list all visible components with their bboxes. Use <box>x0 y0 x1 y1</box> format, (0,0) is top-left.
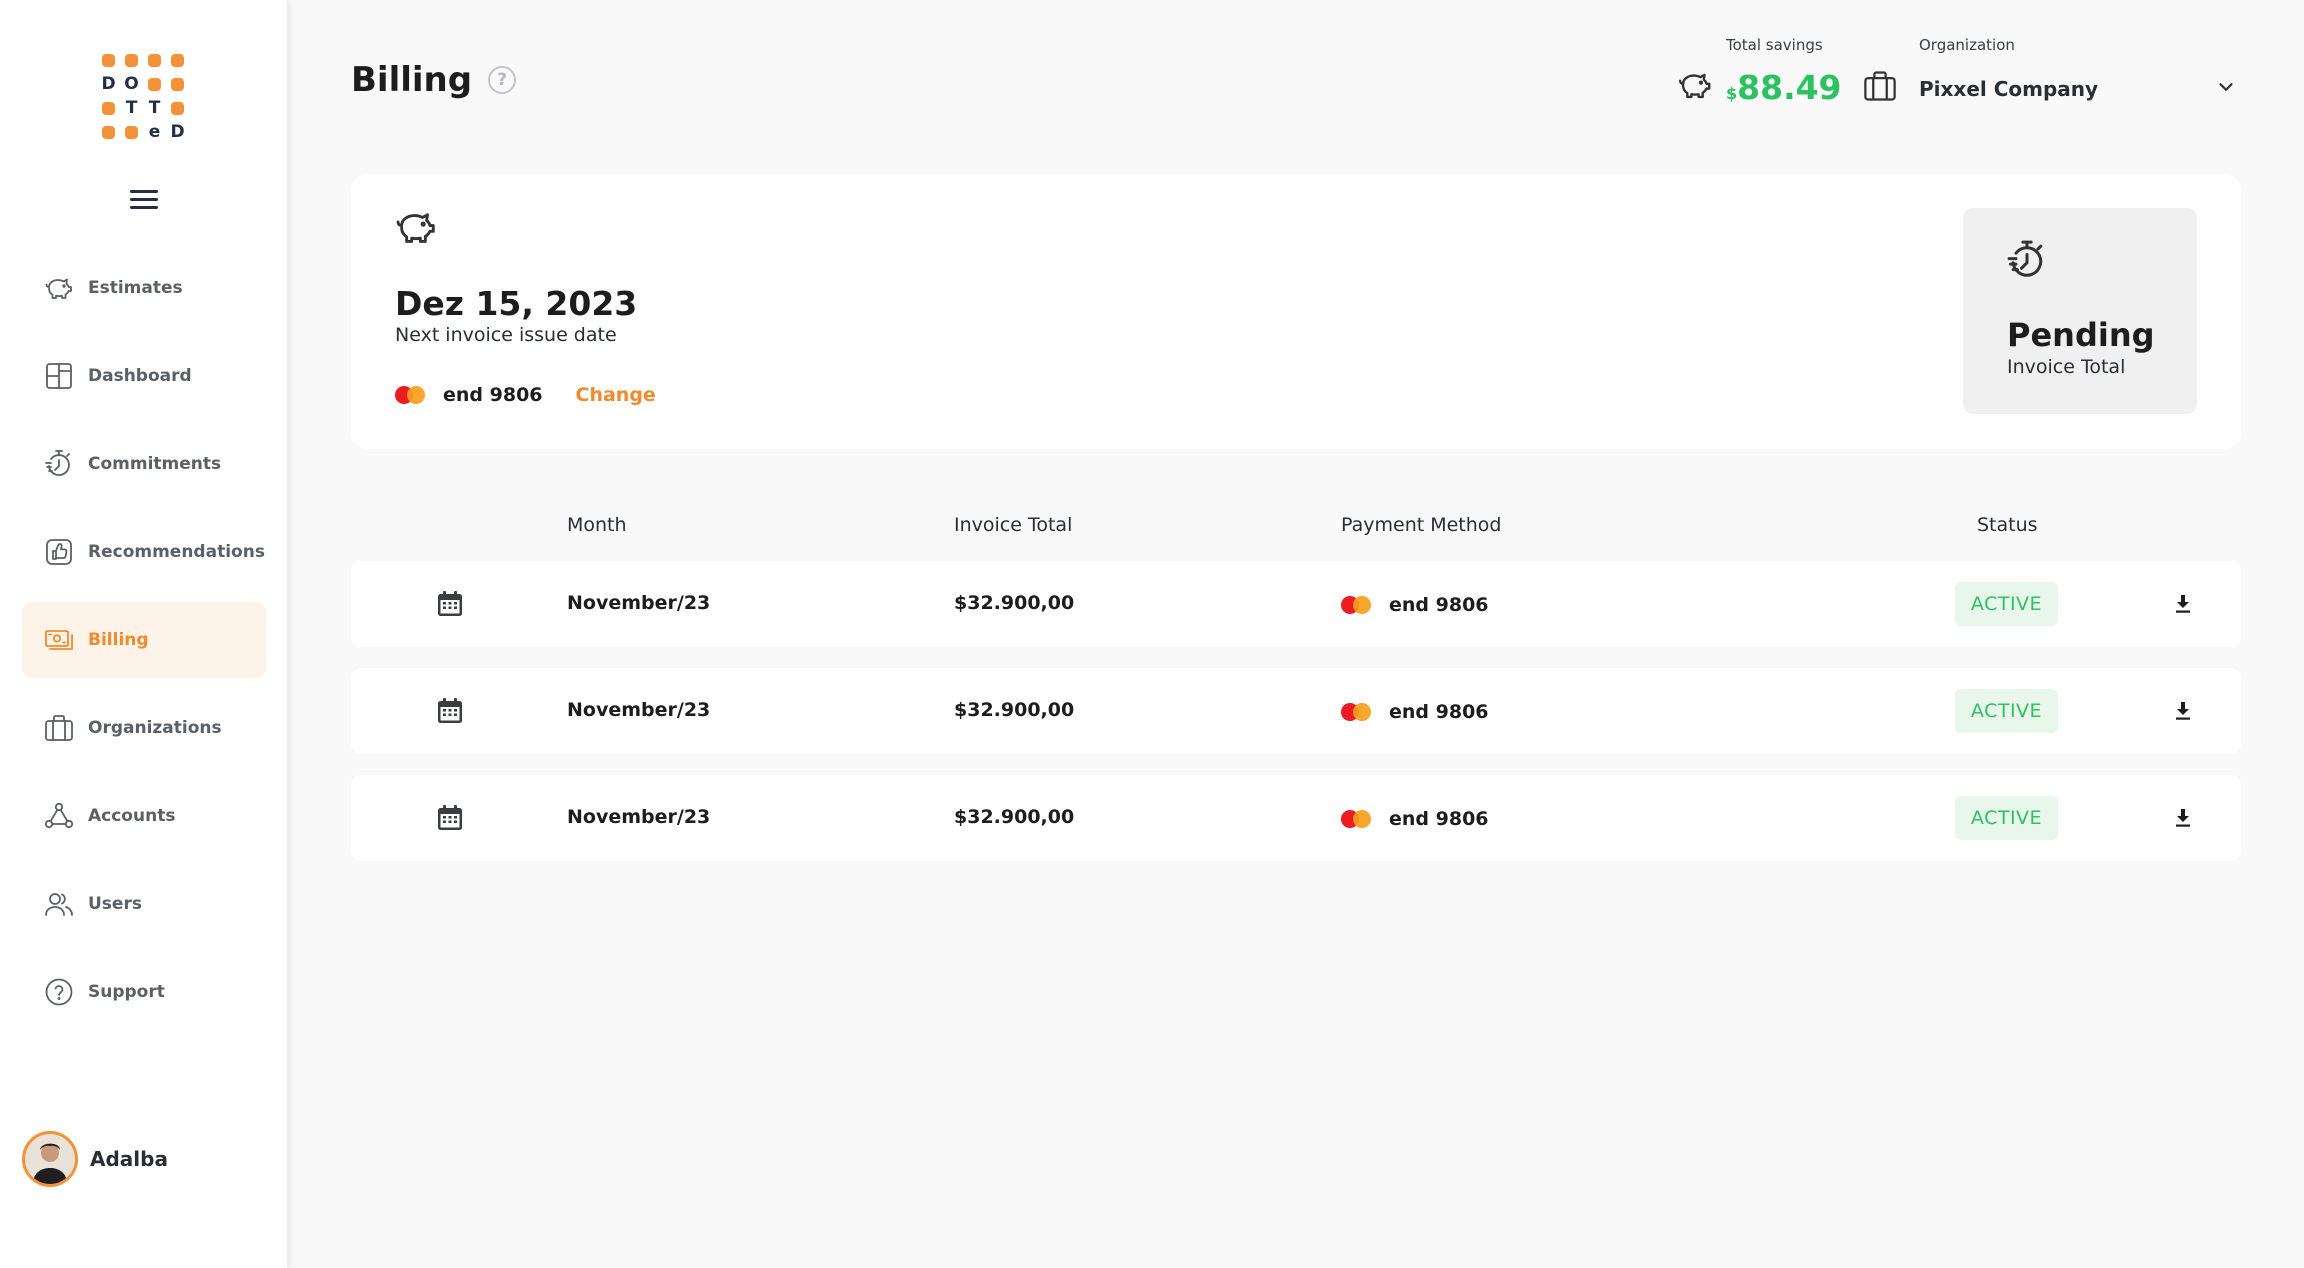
dotted-logo[interactable]: D O T T e D <box>97 48 189 144</box>
status-badge: ACTIVE <box>1955 796 2058 840</box>
invoice-status-box: Pending Invoice Total <box>1963 208 2197 414</box>
sidebar-item-label: Organizations <box>88 718 222 738</box>
piggy-bank-icon <box>1676 66 1714 108</box>
card-ending: end 9806 <box>1389 701 1489 723</box>
change-payment-link[interactable]: Change <box>575 384 656 406</box>
next-invoice-date: Dez 15, 2023 <box>395 284 638 323</box>
total-savings-value: $88.49 <box>1726 68 1842 107</box>
table-row[interactable]: November/23 $32.900,00 end 9806 ACTIVE <box>351 561 2241 647</box>
mastercard-icon <box>1341 810 1373 828</box>
stopwatch-icon <box>2005 238 2049 286</box>
piggy-bank-icon <box>42 271 76 305</box>
table-header: Month Invoice Total Payment Method Statu… <box>351 514 2241 542</box>
calendar-icon <box>435 589 465 623</box>
sidebar: D O T T e D Estimates Dashboard <box>0 0 287 1268</box>
download-icon[interactable] <box>2170 805 2196 831</box>
banknote-icon <box>42 623 76 657</box>
row-payment-method: end 9806 <box>1341 594 1489 616</box>
user-profile[interactable]: Adalba <box>22 1131 168 1187</box>
sidebar-item-support[interactable]: Support <box>22 954 266 1030</box>
row-payment-method: end 9806 <box>1341 808 1489 830</box>
invoice-status-label: Invoice Total <box>2007 356 2126 378</box>
sidebar-item-billing[interactable]: Billing <box>22 602 266 678</box>
help-circle-icon <box>42 975 76 1009</box>
sidebar-item-dashboard[interactable]: Dashboard <box>22 338 266 414</box>
briefcase-icon <box>1862 68 1898 108</box>
sidebar-item-label: Recommendations <box>88 542 265 562</box>
page-title: Billing ? <box>351 60 517 100</box>
piggy-bank-icon <box>393 204 439 254</box>
sidebar-item-label: Billing <box>88 630 149 650</box>
card-ending: end 9806 <box>443 384 543 406</box>
row-invoice-total: $32.900,00 <box>954 592 1075 614</box>
row-month: November/23 <box>567 806 711 828</box>
sidebar-item-recommendations[interactable]: Recommendations <box>22 514 266 590</box>
sidebar-item-commitments[interactable]: Commitments <box>22 426 266 502</box>
next-invoice-card: Dez 15, 2023 Next invoice issue date end… <box>351 174 2241 449</box>
calendar-icon <box>435 696 465 730</box>
mastercard-icon <box>1341 596 1373 614</box>
row-invoice-total: $32.900,00 <box>954 699 1075 721</box>
sidebar-item-organizations[interactable]: Organizations <box>22 690 266 766</box>
organization-name: Pixxel Company <box>1919 77 2099 101</box>
thumbs-up-icon <box>42 535 76 569</box>
table-row[interactable]: November/23 $32.900,00 end 9806 ACTIVE <box>351 775 2241 861</box>
card-ending: end 9806 <box>1389 594 1489 616</box>
organization-dropdown[interactable]: Pixxel Company <box>1919 74 2237 104</box>
payment-method: end 9806 Change <box>395 384 656 406</box>
sidebar-item-label: Support <box>88 982 165 1002</box>
column-header-status: Status <box>1977 514 2038 536</box>
mastercard-icon <box>395 386 427 404</box>
column-header-payment-method: Payment Method <box>1341 514 1502 536</box>
sidebar-item-label: Dashboard <box>88 366 192 386</box>
row-invoice-total: $32.900,00 <box>954 806 1075 828</box>
organization-label: Organization <box>1919 36 2015 54</box>
card-ending: end 9806 <box>1389 808 1489 830</box>
sidebar-item-label: Commitments <box>88 454 222 474</box>
user-name: Adalba <box>90 1147 168 1171</box>
sidebar-item-users[interactable]: Users <box>22 866 266 942</box>
column-header-month: Month <box>567 514 627 536</box>
chevron-down-icon <box>2215 76 2237 102</box>
sidebar-item-label: Users <box>88 894 142 914</box>
row-month: November/23 <box>567 699 711 721</box>
status-badge: ACTIVE <box>1955 582 2058 626</box>
sidebar-item-label: Estimates <box>88 278 183 298</box>
status-badge: ACTIVE <box>1955 689 2058 733</box>
briefcase-icon <box>42 711 76 745</box>
help-icon[interactable]: ? <box>488 66 517 94</box>
column-header-invoice-total: Invoice Total <box>954 514 1073 536</box>
sidebar-item-accounts[interactable]: Accounts <box>22 778 266 854</box>
dashboard-icon <box>42 359 76 393</box>
download-icon[interactable] <box>2170 591 2196 617</box>
stopwatch-icon <box>42 447 76 481</box>
row-month: November/23 <box>567 592 711 614</box>
download-icon[interactable] <box>2170 698 2196 724</box>
users-icon <box>42 887 76 921</box>
table-row[interactable]: November/23 $32.900,00 end 9806 ACTIVE <box>351 668 2241 754</box>
row-payment-method: end 9806 <box>1341 701 1489 723</box>
invoice-status-title: Pending <box>2007 316 2155 354</box>
sidebar-item-label: Accounts <box>88 806 176 826</box>
total-savings-label: Total savings <box>1726 36 1823 54</box>
next-invoice-label: Next invoice issue date <box>395 324 617 346</box>
avatar <box>22 1131 78 1187</box>
calendar-icon <box>435 803 465 837</box>
mastercard-icon <box>1341 703 1373 721</box>
sidebar-item-estimates[interactable]: Estimates <box>22 250 266 326</box>
network-icon <box>42 799 76 833</box>
sidebar-nav: Estimates Dashboard Commitments Recommen… <box>22 250 266 1042</box>
hamburger-icon[interactable] <box>130 190 158 212</box>
